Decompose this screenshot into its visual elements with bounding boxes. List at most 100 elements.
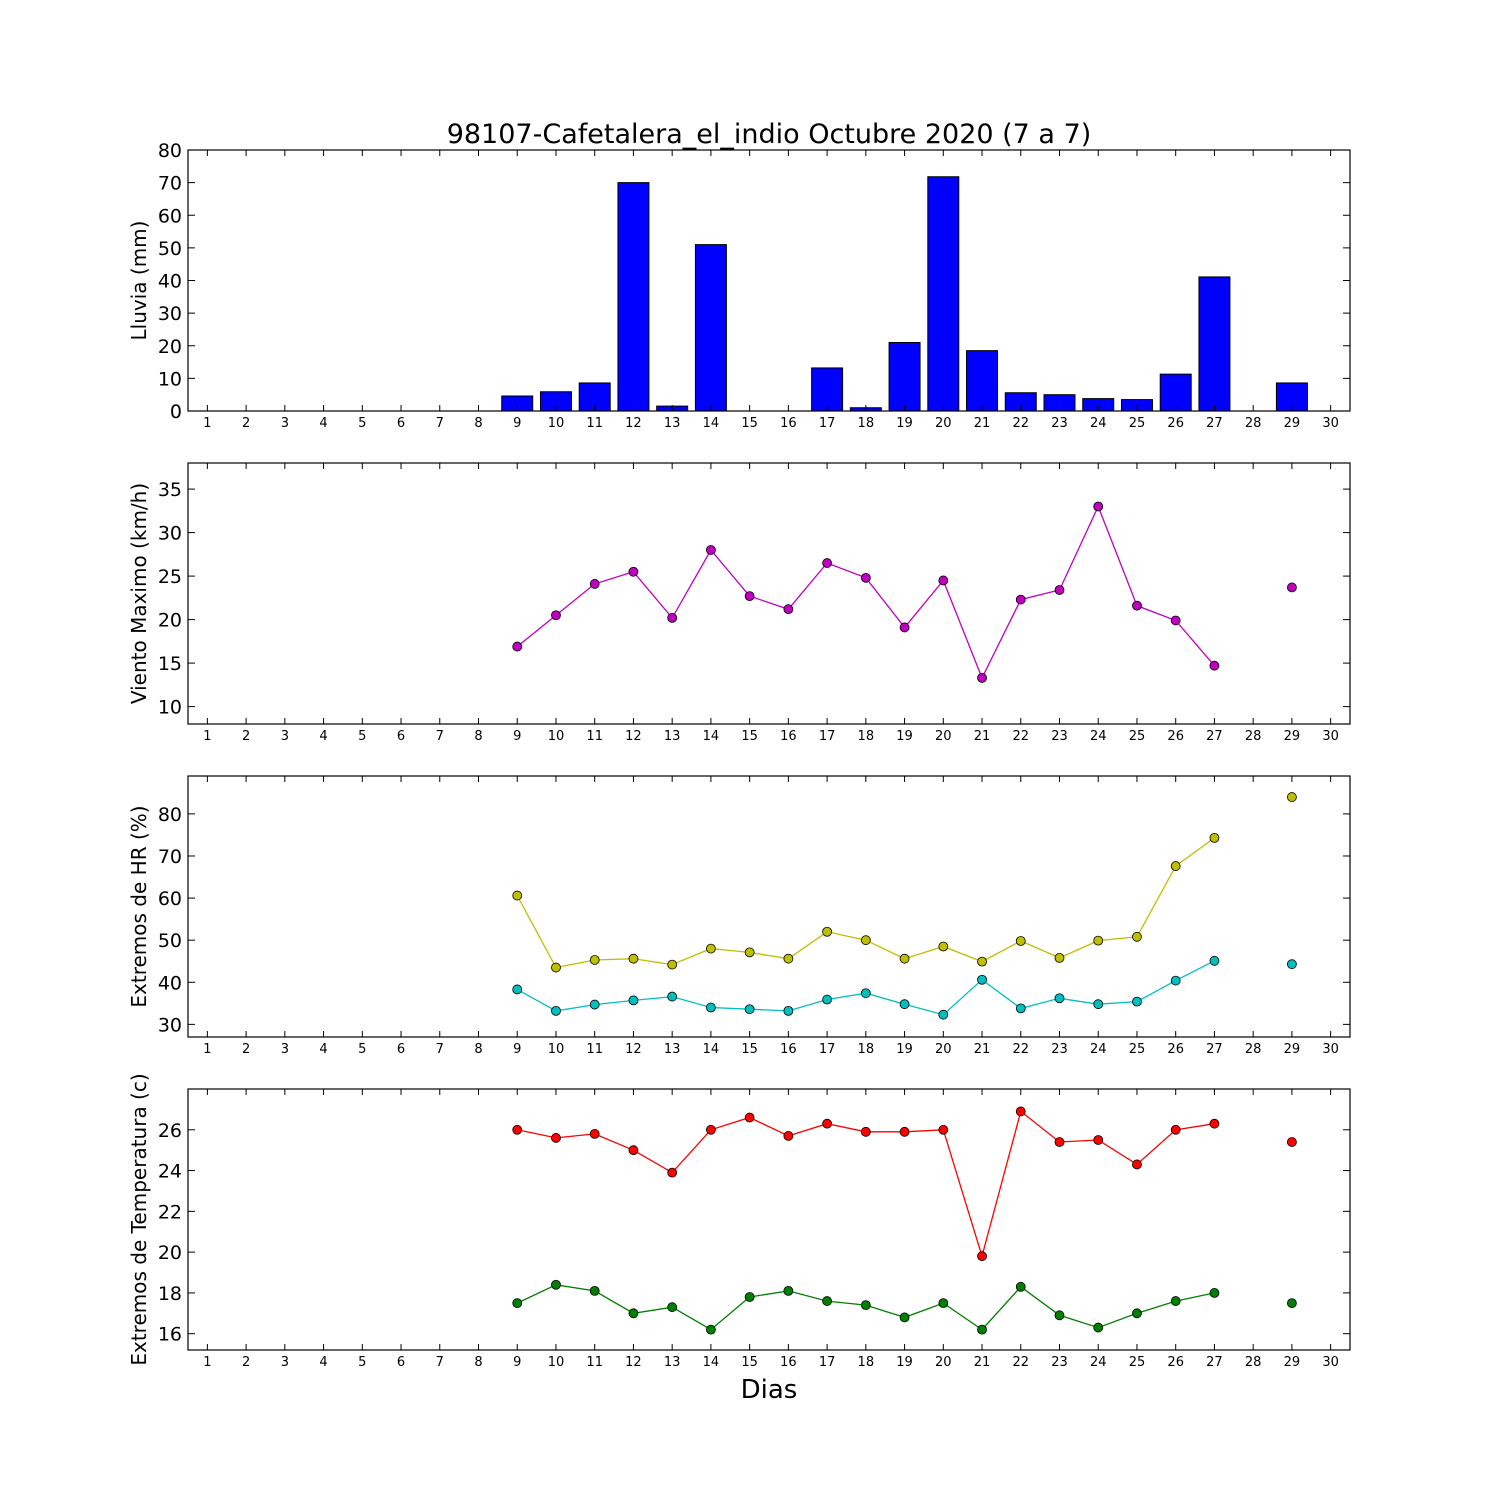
series-1-point-day-13 bbox=[667, 1302, 678, 1313]
y-tick-label: 30 bbox=[158, 523, 182, 545]
x-tick-label: 16 bbox=[780, 416, 797, 431]
series-1-point-day-21 bbox=[977, 1324, 987, 1335]
y-tick-label: 16 bbox=[158, 1324, 182, 1346]
series-0-point-day-26 bbox=[1170, 861, 1181, 871]
bar-day-27 bbox=[1198, 276, 1231, 412]
series-1-point-day-23 bbox=[1054, 993, 1065, 1004]
series-0-point-day-21 bbox=[977, 672, 987, 683]
series-0-point-day-20 bbox=[938, 575, 949, 586]
series-0-point-day-9 bbox=[512, 641, 523, 652]
series-0-point-day-20 bbox=[938, 1124, 949, 1135]
x-tick-label: 25 bbox=[1129, 1355, 1146, 1370]
series-1-point-day-16 bbox=[783, 1006, 794, 1016]
x-axis-label: Dias bbox=[741, 1375, 798, 1405]
y-tick-label: 10 bbox=[158, 368, 182, 390]
bar-day-20 bbox=[927, 176, 960, 412]
series-1-point-day-11 bbox=[589, 1285, 600, 1296]
bar-day-19 bbox=[888, 341, 921, 412]
series-1-point-day-27 bbox=[1209, 1288, 1220, 1298]
x-tick-label: 25 bbox=[1129, 1042, 1146, 1057]
series-0-point-day-19 bbox=[899, 1126, 910, 1137]
series-1-point-day-18 bbox=[860, 988, 871, 999]
series-0-point-day-12 bbox=[628, 1145, 639, 1156]
x-tick-label: 7 bbox=[436, 1042, 444, 1057]
x-tick-label: 11 bbox=[586, 729, 603, 744]
y-tick-label: 80 bbox=[158, 804, 182, 826]
x-tick-label: 24 bbox=[1090, 1355, 1107, 1370]
x-tick-label: 13 bbox=[664, 729, 681, 744]
bar-day-14 bbox=[694, 244, 727, 412]
x-tick-label: 17 bbox=[819, 729, 836, 744]
x-tick-label: 4 bbox=[319, 729, 327, 744]
x-tick-label: 21 bbox=[974, 1355, 991, 1370]
series-1-point-day-15 bbox=[744, 1292, 755, 1302]
x-tick-label: 5 bbox=[358, 729, 366, 744]
series-0-point-day-22 bbox=[1015, 1106, 1026, 1117]
y-tick-label: 20 bbox=[158, 1242, 182, 1264]
x-tick-label: 20 bbox=[935, 416, 952, 431]
series-0-point-day-27 bbox=[1209, 660, 1220, 671]
x-tick-label: 1 bbox=[203, 1042, 211, 1057]
series-0-point-day-14 bbox=[706, 943, 716, 954]
series-0-point-day-10 bbox=[551, 610, 561, 621]
series-0-point-day-9 bbox=[512, 890, 523, 901]
series-1-point-day-21 bbox=[977, 974, 987, 985]
x-tick-label: 17 bbox=[819, 1355, 836, 1370]
series-1-point-day-10 bbox=[551, 1279, 561, 1290]
x-tick-label: 4 bbox=[319, 416, 327, 431]
series-0-point-day-18 bbox=[860, 1126, 871, 1137]
x-tick-label: 28 bbox=[1245, 1355, 1262, 1370]
x-tick-label: 1 bbox=[203, 416, 211, 431]
bar-day-26 bbox=[1159, 373, 1192, 412]
x-tick-label: 4 bbox=[319, 1042, 327, 1057]
x-tick-label: 1 bbox=[203, 729, 211, 744]
series-1-point-day-26 bbox=[1170, 975, 1181, 986]
series-0-point-day-21 bbox=[977, 1251, 987, 1262]
x-tick-label: 29 bbox=[1284, 729, 1301, 744]
x-tick-label: 8 bbox=[474, 1042, 482, 1057]
x-tick-label: 15 bbox=[741, 1355, 758, 1370]
y-axis-label-humidity: Extremos de HR (%) bbox=[127, 805, 151, 1007]
x-tick-label: 27 bbox=[1206, 416, 1223, 431]
x-tick-label: 21 bbox=[974, 1042, 991, 1057]
x-tick-label: 20 bbox=[935, 1042, 952, 1057]
axes-frame bbox=[187, 775, 1351, 1038]
x-tick-label: 9 bbox=[513, 1042, 521, 1057]
x-tick-label: 27 bbox=[1206, 1042, 1223, 1057]
series-0-point-day-23 bbox=[1054, 1137, 1065, 1147]
series-0-point-day-11 bbox=[589, 955, 600, 965]
series-0-point-day-27 bbox=[1209, 832, 1220, 843]
series-1-point-day-29 bbox=[1287, 1298, 1297, 1309]
y-tick-label: 15 bbox=[158, 653, 182, 675]
series-0-point-day-16 bbox=[783, 953, 794, 964]
series-0-point-day-24 bbox=[1093, 935, 1104, 946]
series-0-point-day-16 bbox=[783, 604, 794, 615]
x-tick-label: 30 bbox=[1322, 1355, 1339, 1370]
y-tick-label: 50 bbox=[158, 930, 182, 952]
x-tick-label: 18 bbox=[858, 416, 875, 431]
x-tick-label: 14 bbox=[703, 1355, 720, 1370]
series-0-point-day-15 bbox=[744, 947, 755, 958]
series-0-point-day-21 bbox=[977, 956, 987, 967]
y-tick-label: 70 bbox=[158, 173, 182, 195]
x-tick-label: 12 bbox=[625, 729, 642, 744]
series-1-point-day-22 bbox=[1015, 1003, 1026, 1014]
series-0-point-day-17 bbox=[822, 1118, 832, 1129]
series-0-point-day-17 bbox=[822, 558, 832, 568]
x-tick-label: 29 bbox=[1284, 1355, 1301, 1370]
series-1-point-day-20 bbox=[938, 1009, 949, 1020]
series-0-point-day-14 bbox=[706, 545, 716, 555]
series-0-point-day-22 bbox=[1015, 594, 1026, 605]
x-tick-label: 3 bbox=[281, 416, 289, 431]
x-tick-label: 7 bbox=[436, 1355, 444, 1370]
y-tick-label: 20 bbox=[158, 336, 182, 358]
x-tick-label: 26 bbox=[1167, 416, 1184, 431]
x-tick-label: 14 bbox=[703, 416, 720, 431]
y-axis-label-rain: Lluvia (mm) bbox=[127, 221, 151, 341]
y-tick-label: 50 bbox=[158, 238, 182, 260]
x-tick-label: 12 bbox=[625, 1355, 642, 1370]
series-1-point-day-17 bbox=[822, 1296, 832, 1306]
